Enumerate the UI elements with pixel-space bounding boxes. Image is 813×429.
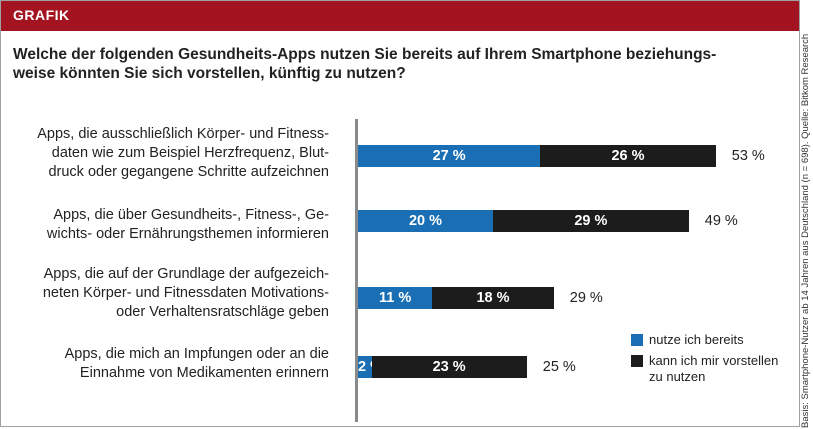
- header-label: GRAFIK: [13, 7, 70, 23]
- category-label: Apps, die ausschließlich Körper- und Fit…: [37, 126, 329, 180]
- legend-label: nutze ich bereits: [649, 332, 744, 347]
- bar-segment-using: 20 %: [358, 210, 493, 232]
- bar-value-label: 11 %: [379, 290, 412, 306]
- bar-segment-using: 2 %: [358, 356, 383, 378]
- legend-swatch: [631, 334, 643, 346]
- total-value-label: 49 %: [704, 213, 738, 229]
- bar-value-label: 18 %: [476, 290, 510, 306]
- bar-value-label: 20 %: [408, 213, 443, 229]
- source-note: Basis: Smartphone-Nutzer ab 14 Jahren au…: [800, 33, 811, 428]
- bar-segment-considering: 26 %: [540, 145, 716, 167]
- total-value-label: 53 %: [731, 148, 765, 164]
- bar-value-label: 23 %: [432, 359, 466, 375]
- category-label: Apps, die mich an Impfungen oder an die …: [64, 346, 329, 381]
- bar-segment-using: 27 %: [358, 145, 541, 167]
- total-value-label: 29 %: [569, 290, 603, 306]
- category-label: Apps, die auf der Grundlage der aufgezei…: [42, 266, 329, 320]
- bar-segment-considering: 29 %: [493, 210, 689, 232]
- total-value-label: 25 %: [542, 359, 576, 375]
- legend-swatch: [631, 355, 643, 367]
- legend-label: kann ich mir vorstellen zu nutzen: [649, 353, 779, 384]
- category-axis-line: [355, 119, 358, 422]
- category-label: Apps, die über Gesundheits-, Fitness-, G…: [46, 207, 329, 242]
- bar-segment-considering: 18 %: [432, 287, 554, 309]
- graphic-frame: GRAFIK Welche der folgenden Gesundheits-…: [0, 0, 800, 427]
- bar-value-label: 26 %: [611, 148, 645, 164]
- bar-value-label: 29 %: [574, 213, 608, 229]
- bar-segment-using: 11 %: [358, 287, 433, 309]
- bar-value-label: 27 %: [432, 148, 466, 164]
- chart-question: Welche der folgenden Gesundheits-Apps nu…: [13, 46, 717, 82]
- bar-segment-considering: 23 %: [371, 356, 527, 378]
- header-bar: GRAFIK: [1, 1, 799, 31]
